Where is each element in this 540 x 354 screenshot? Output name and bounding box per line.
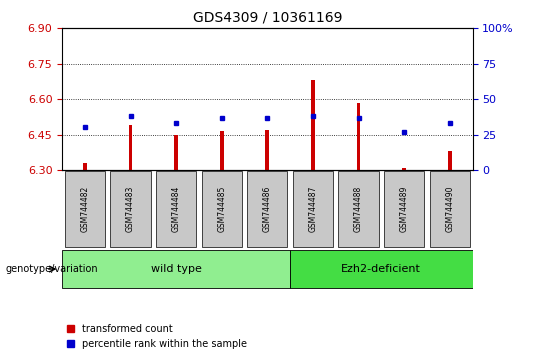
Bar (111, 171, 151, 247)
Bar (174, 135, 178, 170)
Text: Ezh2-deficient: Ezh2-deficient (341, 264, 421, 274)
Bar (129, 125, 132, 170)
Bar (311, 80, 315, 170)
Title: GDS4309 / 10361169: GDS4309 / 10361169 (193, 10, 342, 24)
Text: genotype/variation: genotype/variation (5, 264, 98, 274)
Text: GSM744488: GSM744488 (354, 186, 363, 232)
Bar (290, 250, 472, 288)
Bar (247, 171, 287, 247)
Bar (220, 131, 224, 170)
Text: GSM744490: GSM744490 (445, 185, 454, 232)
Bar (156, 171, 196, 247)
Text: GSM744482: GSM744482 (80, 186, 90, 232)
Text: GSM744486: GSM744486 (263, 185, 272, 232)
Text: GSM744485: GSM744485 (217, 185, 226, 232)
Bar (62, 250, 290, 288)
Bar (65, 171, 105, 247)
Bar (339, 171, 379, 247)
Bar (266, 130, 269, 170)
Text: GSM744484: GSM744484 (172, 185, 180, 232)
Legend: transformed count, percentile rank within the sample: transformed count, percentile rank withi… (67, 324, 247, 349)
Bar (83, 163, 87, 170)
Bar (402, 167, 406, 170)
Text: GSM744489: GSM744489 (400, 185, 409, 232)
Text: GSM744483: GSM744483 (126, 185, 135, 232)
Bar (357, 103, 360, 170)
Bar (201, 171, 242, 247)
Bar (430, 171, 470, 247)
Bar (384, 171, 424, 247)
Text: GSM744487: GSM744487 (308, 185, 318, 232)
Bar (293, 171, 333, 247)
Bar (448, 151, 451, 170)
Text: wild type: wild type (151, 264, 201, 274)
